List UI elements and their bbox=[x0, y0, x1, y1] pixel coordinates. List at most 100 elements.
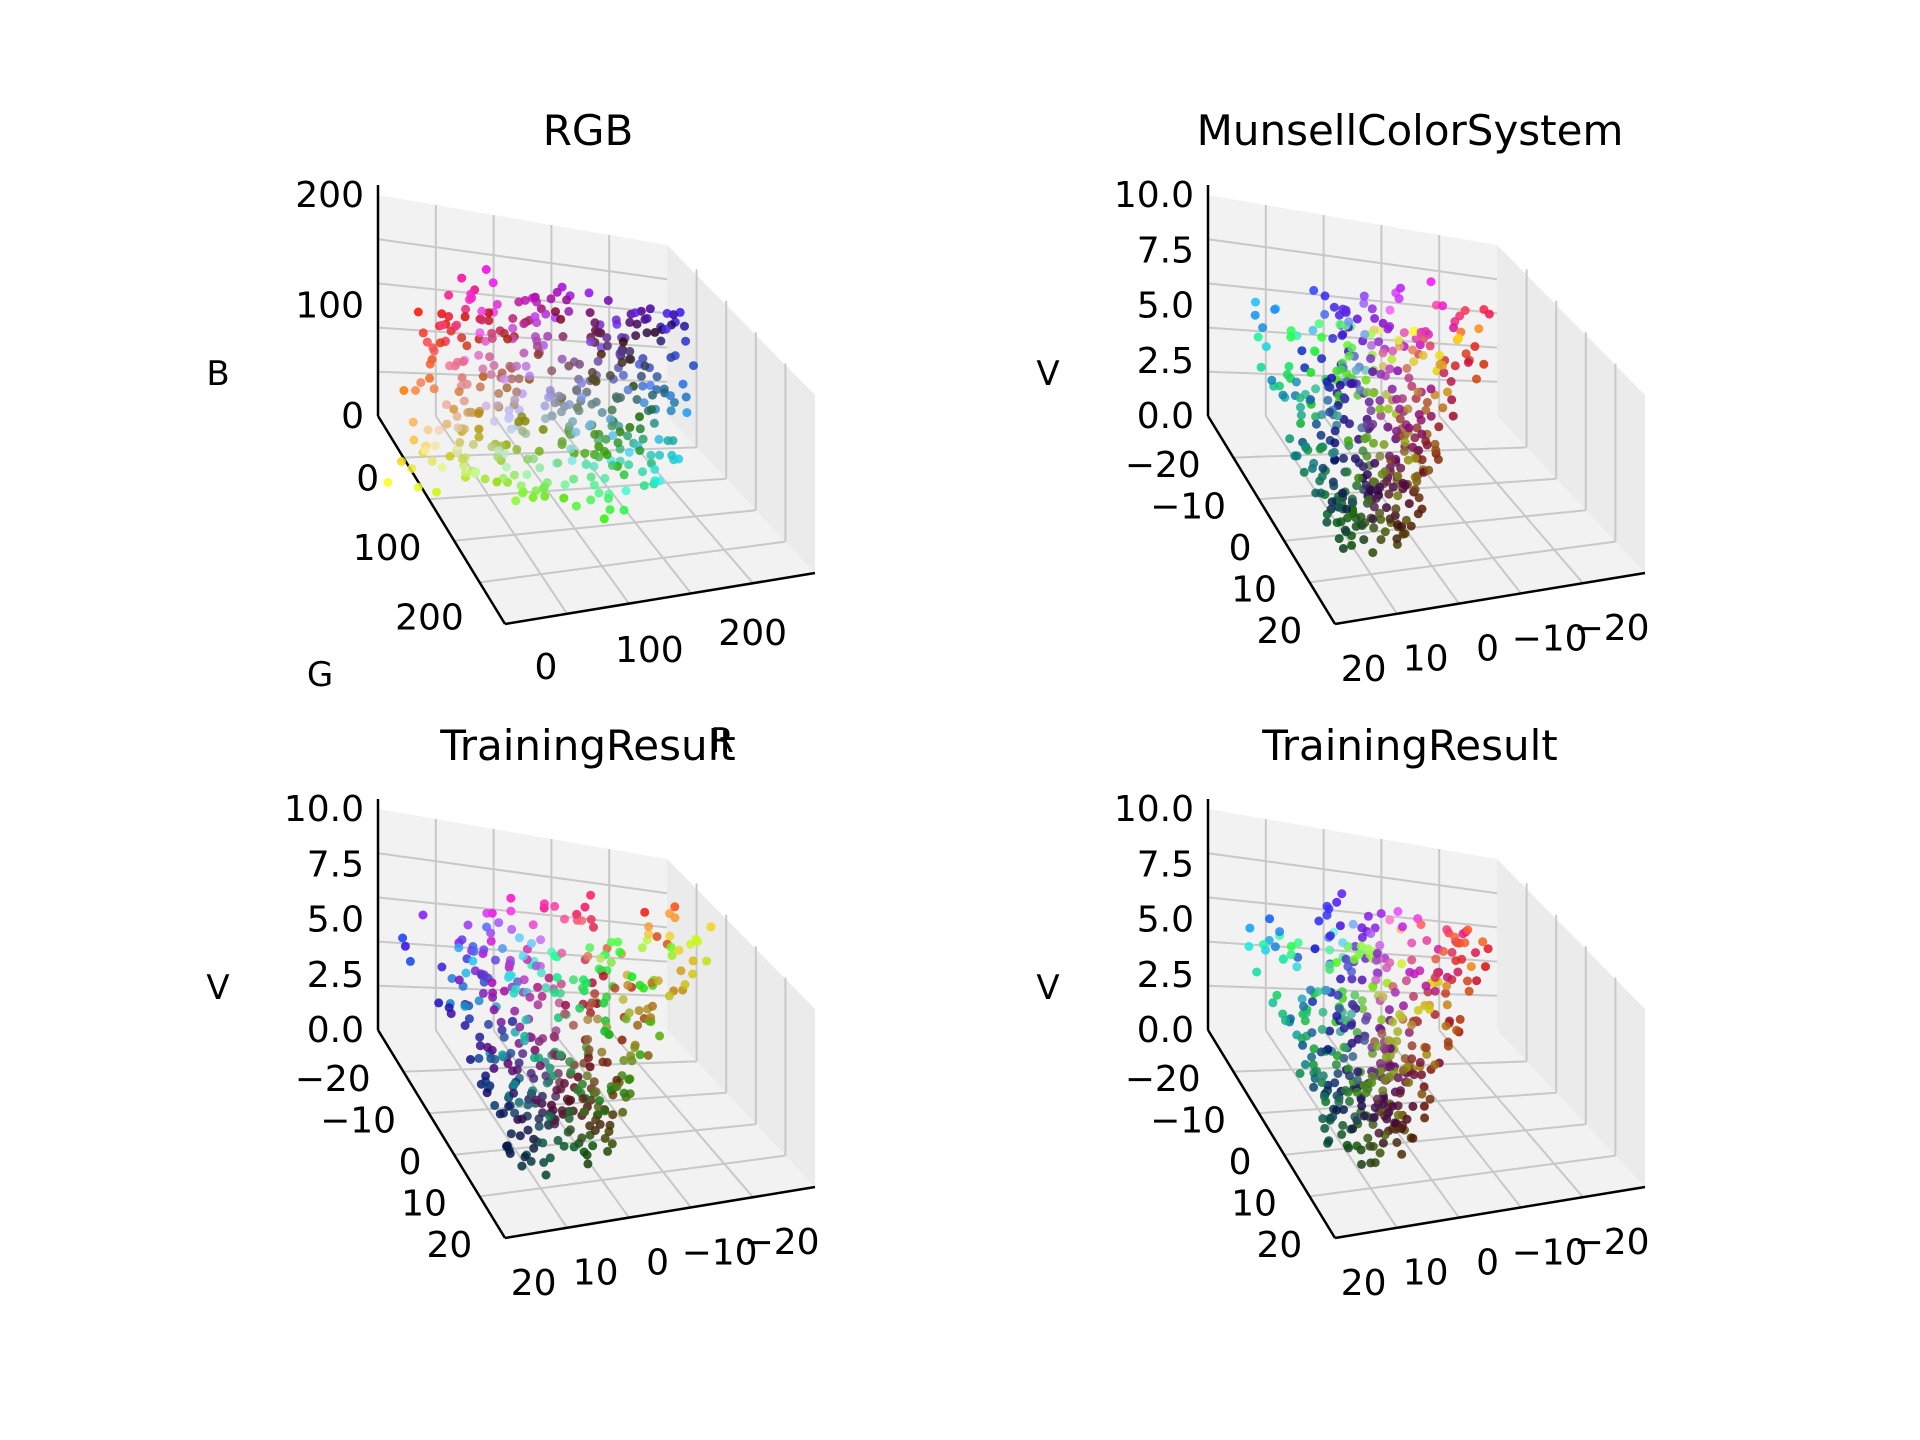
data-point bbox=[1392, 534, 1402, 544]
y-axis-line bbox=[1206, 1029, 1337, 1239]
data-point bbox=[644, 929, 653, 939]
data-point bbox=[1450, 361, 1460, 371]
data-point bbox=[1394, 335, 1403, 345]
data-point bbox=[509, 1079, 519, 1089]
data-point bbox=[587, 399, 597, 409]
data-point bbox=[530, 1053, 539, 1063]
data-point bbox=[1448, 411, 1458, 421]
data-point bbox=[531, 332, 540, 342]
data-point bbox=[1377, 1015, 1387, 1025]
y-tick-label: 20 bbox=[1256, 611, 1302, 652]
data-point bbox=[638, 381, 648, 391]
data-point bbox=[1471, 948, 1480, 958]
data-point bbox=[1421, 405, 1431, 415]
x-tick-label: 200 bbox=[718, 613, 787, 654]
data-point bbox=[413, 482, 423, 492]
data-point bbox=[1393, 491, 1403, 501]
data-point bbox=[545, 1153, 555, 1163]
data-point bbox=[1268, 998, 1278, 1008]
data-point bbox=[582, 978, 591, 988]
data-point bbox=[1362, 470, 1372, 479]
data-point bbox=[618, 1107, 628, 1117]
data-point bbox=[1413, 387, 1423, 397]
data-point bbox=[589, 480, 599, 490]
data-point bbox=[1317, 354, 1327, 364]
data-point bbox=[556, 314, 566, 324]
data-point bbox=[520, 295, 530, 305]
data-point bbox=[632, 319, 642, 329]
data-point bbox=[572, 910, 582, 919]
data-point bbox=[1442, 972, 1452, 982]
data-point bbox=[1332, 1011, 1342, 1021]
y-axis-label: G bbox=[307, 655, 333, 695]
data-point bbox=[550, 951, 560, 961]
data-point bbox=[618, 370, 628, 380]
y-tick-label: 20 bbox=[1256, 1225, 1302, 1266]
data-point bbox=[666, 353, 676, 362]
data-point bbox=[533, 1000, 543, 1010]
data-point bbox=[1332, 897, 1342, 907]
data-point bbox=[1439, 946, 1448, 956]
data-point bbox=[1453, 967, 1463, 977]
data-point bbox=[1365, 949, 1375, 959]
data-point bbox=[475, 382, 485, 392]
data-point bbox=[1316, 488, 1326, 498]
data-point bbox=[1422, 936, 1432, 945]
data-point bbox=[582, 1071, 592, 1081]
data-point bbox=[1333, 990, 1343, 1000]
data-point bbox=[608, 1090, 618, 1100]
data-point bbox=[593, 1102, 603, 1112]
data-point bbox=[665, 931, 675, 941]
data-point bbox=[527, 1089, 537, 1098]
grid-line bbox=[1207, 940, 1498, 963]
data-point bbox=[1306, 395, 1316, 404]
data-point bbox=[624, 460, 634, 470]
data-point bbox=[664, 991, 674, 1001]
data-point bbox=[1286, 941, 1296, 951]
data-point bbox=[1347, 540, 1357, 550]
data-point bbox=[1352, 314, 1362, 324]
z-tick-label: 7.5 bbox=[1137, 230, 1194, 271]
data-point bbox=[1388, 1101, 1397, 1111]
data-point bbox=[1425, 341, 1435, 351]
data-point bbox=[606, 957, 616, 967]
data-point bbox=[655, 450, 665, 460]
data-point bbox=[639, 481, 649, 491]
data-point bbox=[1360, 1035, 1369, 1045]
data-point bbox=[418, 910, 428, 920]
data-point bbox=[459, 396, 469, 406]
data-point bbox=[645, 304, 655, 314]
data-point bbox=[1357, 1101, 1367, 1111]
data-point bbox=[1390, 1118, 1400, 1128]
data-point bbox=[1334, 1097, 1344, 1107]
data-point bbox=[461, 468, 470, 478]
data-point bbox=[474, 432, 484, 442]
data-point bbox=[1348, 1052, 1358, 1061]
data-point bbox=[461, 968, 471, 978]
data-point bbox=[1261, 945, 1271, 955]
data-point bbox=[1385, 305, 1395, 315]
data-point bbox=[435, 338, 445, 348]
data-point bbox=[635, 1050, 645, 1060]
data-point bbox=[460, 1001, 470, 1011]
data-point bbox=[648, 1001, 657, 1011]
data-point bbox=[1438, 403, 1448, 413]
data-point bbox=[1404, 423, 1414, 433]
z-tick-label: 100 bbox=[295, 286, 364, 327]
data-point bbox=[454, 387, 464, 397]
data-point bbox=[1331, 958, 1341, 967]
data-point bbox=[1337, 1130, 1347, 1139]
data-point bbox=[1344, 1143, 1353, 1153]
data-point bbox=[1286, 332, 1296, 342]
data-point bbox=[453, 423, 463, 433]
grid-line bbox=[377, 896, 668, 929]
y-tick-label: 10 bbox=[1231, 1184, 1277, 1225]
data-point bbox=[518, 1049, 528, 1059]
y-tick-label: −10 bbox=[320, 1100, 396, 1141]
data-point bbox=[413, 307, 423, 317]
data-point bbox=[1410, 472, 1420, 482]
data-point bbox=[1426, 384, 1436, 394]
data-point bbox=[526, 1156, 536, 1166]
data-point bbox=[484, 1019, 493, 1029]
data-point bbox=[1270, 305, 1280, 314]
